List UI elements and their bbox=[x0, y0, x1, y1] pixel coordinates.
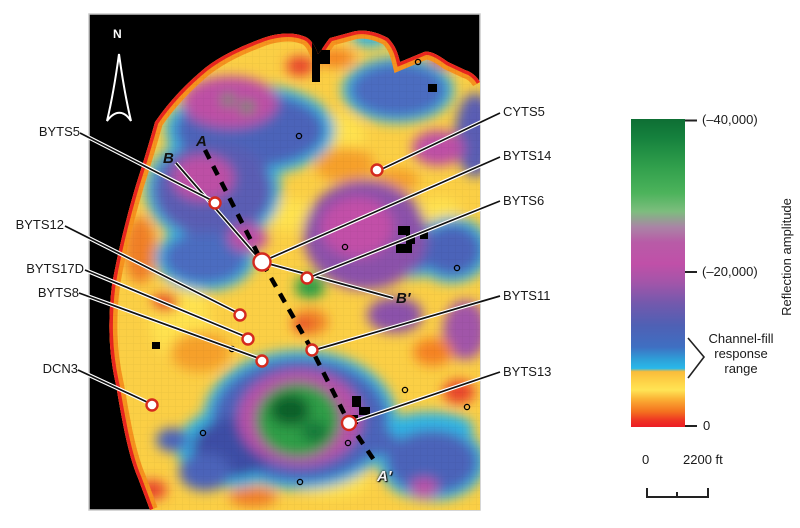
colorbar-min-label: 0 bbox=[703, 418, 711, 433]
channel-fill-annotation: Channel-fill response range bbox=[698, 331, 784, 376]
well-label-byts14: BYTS14 bbox=[503, 148, 552, 163]
channel-fill-line3: range bbox=[724, 361, 758, 376]
section-label-b: B bbox=[163, 150, 174, 167]
well-label-byts13: BYTS13 bbox=[503, 364, 552, 379]
well-byts14 bbox=[252, 252, 272, 272]
channel-fill-line1: Channel-fill bbox=[708, 331, 774, 346]
scalebar-end-label: 2200 ft bbox=[683, 452, 723, 467]
well-byts12 bbox=[233, 308, 247, 322]
colorbar-max-label: (–40,000) bbox=[702, 112, 758, 127]
well-byts6 bbox=[300, 271, 314, 285]
north-label: N bbox=[113, 27, 123, 41]
section-line-a bbox=[202, 148, 378, 465]
well-byts13 bbox=[340, 414, 358, 432]
well-label-byts5: BYTS5 bbox=[38, 124, 80, 139]
well-label-byts6: BYTS6 bbox=[503, 193, 545, 208]
leader-lines bbox=[64, 111, 501, 423]
scalebar-start-label: 0 bbox=[642, 452, 650, 467]
well-dcn3 bbox=[145, 398, 159, 412]
scalebar bbox=[646, 488, 709, 498]
well-label-byts11: BYTS11 bbox=[503, 288, 551, 303]
well-cyts5 bbox=[370, 163, 384, 177]
section-label-a: A bbox=[196, 133, 207, 150]
colorbar bbox=[631, 119, 685, 427]
well-byts17d bbox=[241, 332, 255, 346]
well-label-byts17d: BYTS17D bbox=[26, 261, 84, 276]
well-label-byts12: BYTS12 bbox=[15, 217, 64, 232]
well-label-byts8: BYTS8 bbox=[37, 285, 79, 300]
colorbar-axis-label: Reflection amplitude bbox=[779, 198, 794, 316]
well-byts8 bbox=[255, 354, 269, 368]
channel-fill-bracket bbox=[687, 337, 706, 379]
well-byts11 bbox=[305, 343, 319, 357]
colorbar-mid-label: (–20,000) bbox=[702, 264, 758, 279]
channel-fill-line2: response bbox=[714, 346, 768, 361]
section-label-b-prime: B′ bbox=[396, 290, 411, 307]
colorbar-ticks bbox=[685, 119, 697, 427]
well-markers bbox=[145, 163, 384, 432]
section-label-a-prime: A′ bbox=[377, 468, 392, 485]
well-label-cyts5: CYTS5 bbox=[503, 104, 545, 119]
well-byts5 bbox=[208, 196, 222, 210]
well-label-dcn3: DCN3 bbox=[42, 361, 78, 376]
north-arrow-icon bbox=[106, 53, 132, 122]
